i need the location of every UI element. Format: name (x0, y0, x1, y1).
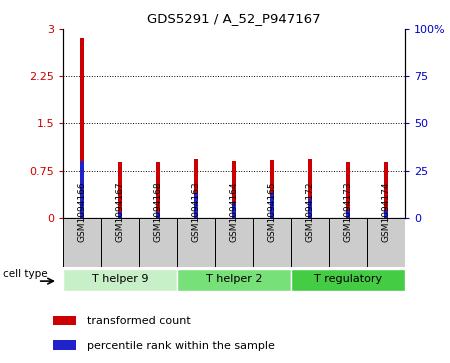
Bar (53, 316, 76, 325)
Bar (291, 218, 329, 267)
Bar (232, 161, 236, 218)
Bar (367, 218, 405, 267)
Bar (80, 161, 84, 218)
Text: GSM1094164: GSM1094164 (230, 182, 238, 242)
Bar (156, 162, 160, 218)
Text: GSM1094165: GSM1094165 (267, 182, 276, 242)
Bar (177, 218, 215, 267)
Text: GSM1094168: GSM1094168 (153, 182, 162, 242)
Bar (384, 210, 388, 218)
Bar (384, 162, 388, 218)
Bar (118, 212, 122, 218)
Bar (63, 269, 177, 291)
Text: GSM1094172: GSM1094172 (306, 182, 315, 242)
Bar (232, 203, 236, 218)
Bar (63, 218, 101, 267)
Bar (53, 340, 76, 350)
Title: GDS5291 / A_52_P947167: GDS5291 / A_52_P947167 (147, 12, 321, 25)
Text: GSM1094166: GSM1094166 (77, 182, 86, 242)
Text: percentile rank within the sample: percentile rank within the sample (87, 340, 275, 351)
Bar (139, 218, 177, 267)
Text: T regulatory: T regulatory (314, 274, 382, 284)
Bar (346, 210, 350, 218)
Bar (118, 162, 122, 218)
Bar (156, 212, 160, 218)
Bar (194, 193, 198, 218)
Bar (346, 162, 350, 218)
Text: GSM1094173: GSM1094173 (343, 182, 352, 242)
Bar (194, 159, 198, 218)
Bar (308, 159, 312, 218)
Text: T helper 9: T helper 9 (92, 274, 148, 284)
Bar (253, 218, 291, 267)
Bar (291, 269, 405, 291)
Text: T helper 2: T helper 2 (206, 274, 262, 284)
Bar (101, 218, 139, 267)
Text: GSM1094167: GSM1094167 (116, 182, 125, 242)
Bar (270, 160, 274, 218)
Bar (270, 193, 274, 218)
Bar (177, 269, 291, 291)
Text: GSM1094163: GSM1094163 (192, 182, 201, 242)
Text: cell type: cell type (3, 269, 48, 279)
Text: GSM1094174: GSM1094174 (382, 182, 391, 242)
Bar (215, 218, 253, 267)
Bar (80, 38, 84, 218)
Bar (308, 199, 312, 218)
Bar (329, 218, 367, 267)
Text: transformed count: transformed count (87, 316, 191, 326)
